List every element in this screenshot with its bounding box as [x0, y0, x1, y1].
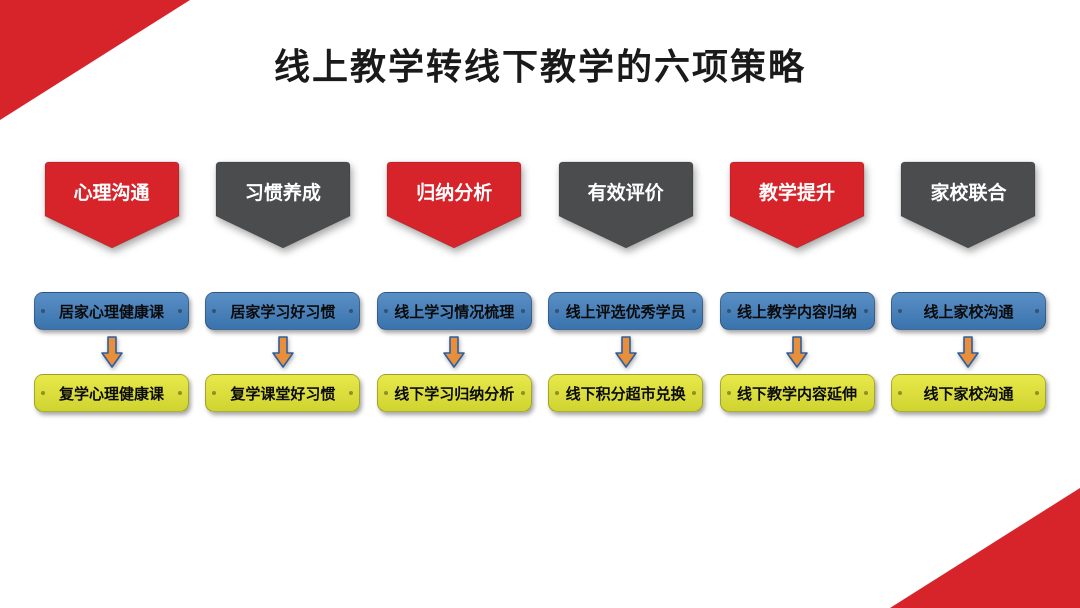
- strategy-label: 家校联合: [930, 178, 1006, 205]
- arrow-down-icon: [101, 330, 123, 374]
- offline-label: 线下学习归纳分析: [394, 383, 514, 404]
- strategy-pentagon: 教学提升: [728, 160, 866, 250]
- offline-label: 线下家校沟通: [923, 383, 1013, 404]
- strategy-pentagon: 家校联合: [899, 160, 1037, 250]
- online-pill: 线上评选优秀学员: [548, 292, 703, 330]
- strategy-pentagon: 心理沟通: [43, 160, 181, 250]
- offline-label: 线下积分超市兑换: [566, 383, 686, 404]
- strategy-label: 教学提升: [759, 178, 835, 205]
- strategy-pentagon: 有效评价: [557, 160, 695, 250]
- strategy-column: 习惯养成 居家学习好习惯 复学课堂好习惯: [205, 160, 360, 412]
- strategy-column: 心理沟通 居家心理健康课 复学心理健康课: [34, 160, 189, 412]
- offline-label: 复学课堂好习惯: [230, 383, 335, 404]
- arrow-down-icon: [786, 330, 808, 374]
- strategy-column: 家校联合 线上家校沟通 线下家校沟通: [891, 160, 1046, 412]
- online-label: 线上学习情况梳理: [394, 301, 514, 322]
- decor-corner-bottom-right: [890, 488, 1080, 608]
- offline-pill: 线下家校沟通: [891, 374, 1046, 412]
- offline-label: 线下教学内容延伸: [737, 383, 857, 404]
- offline-pill: 线下教学内容延伸: [720, 374, 875, 412]
- online-label: 线上家校沟通: [923, 301, 1013, 322]
- columns-container: 心理沟通 居家心理健康课 复学心理健康课 习惯养成 居家学习好习惯: [34, 160, 1046, 412]
- slide: 线上教学转线下教学的六项策略 心理沟通 居家心理健康课 复学心理健康课 习惯养成: [0, 0, 1080, 608]
- arrow-down-icon: [272, 330, 294, 374]
- page-title: 线上教学转线下教学的六项策略: [0, 38, 1080, 90]
- offline-pill: 复学心理健康课: [34, 374, 189, 412]
- online-label: 居家心理健康课: [59, 301, 164, 322]
- online-pill: 居家学习好习惯: [205, 292, 360, 330]
- arrow-down-icon: [957, 330, 979, 374]
- online-pill: 线上家校沟通: [891, 292, 1046, 330]
- strategy-label: 习惯养成: [245, 178, 321, 205]
- online-pill: 居家心理健康课: [34, 292, 189, 330]
- offline-label: 复学心理健康课: [59, 383, 164, 404]
- offline-pill: 复学课堂好习惯: [205, 374, 360, 412]
- strategy-column: 教学提升 线上教学内容归纳 线下教学内容延伸: [720, 160, 875, 412]
- strategy-column: 有效评价 线上评选优秀学员 线下积分超市兑换: [548, 160, 703, 412]
- online-pill: 线上教学内容归纳: [720, 292, 875, 330]
- strategy-pentagon: 习惯养成: [214, 160, 352, 250]
- online-label: 线上教学内容归纳: [737, 301, 857, 322]
- strategy-label: 归纳分析: [416, 178, 492, 205]
- online-pill: 线上学习情况梳理: [377, 292, 532, 330]
- arrow-down-icon: [615, 330, 637, 374]
- online-label: 居家学习好习惯: [230, 301, 335, 322]
- strategy-label: 有效评价: [588, 178, 664, 205]
- strategy-column: 归纳分析 线上学习情况梳理 线下学习归纳分析: [377, 160, 532, 412]
- arrow-down-icon: [443, 330, 465, 374]
- offline-pill: 线下学习归纳分析: [377, 374, 532, 412]
- strategy-label: 心理沟通: [73, 178, 149, 205]
- offline-pill: 线下积分超市兑换: [548, 374, 703, 412]
- strategy-pentagon: 归纳分析: [385, 160, 523, 250]
- online-label: 线上评选优秀学员: [566, 301, 686, 322]
